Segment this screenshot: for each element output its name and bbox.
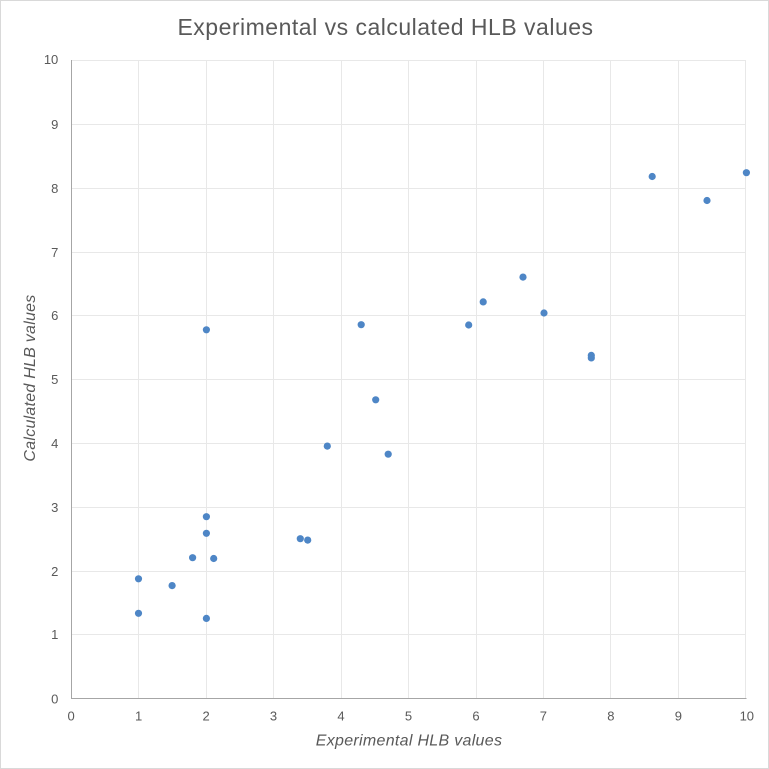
svg-text:8: 8 — [51, 181, 58, 196]
svg-text:9: 9 — [675, 709, 682, 724]
svg-text:2: 2 — [202, 709, 209, 724]
svg-text:2: 2 — [51, 564, 58, 579]
svg-text:7: 7 — [51, 245, 58, 260]
svg-text:3: 3 — [270, 709, 277, 724]
svg-text:5: 5 — [51, 372, 58, 387]
svg-text:Experimental vs calculated HLB: Experimental vs calculated HLB values — [177, 14, 593, 40]
svg-text:9: 9 — [51, 117, 58, 132]
svg-text:8: 8 — [607, 709, 614, 724]
svg-text:1: 1 — [51, 627, 58, 642]
svg-text:4: 4 — [337, 709, 344, 724]
svg-text:5: 5 — [405, 709, 412, 724]
svg-text:4: 4 — [51, 436, 58, 451]
svg-text:3: 3 — [51, 500, 58, 515]
svg-text:10: 10 — [740, 709, 754, 724]
svg-text:6: 6 — [472, 709, 479, 724]
svg-text:10: 10 — [44, 52, 58, 67]
svg-text:1: 1 — [135, 709, 142, 724]
svg-text:Experimental HLB values: Experimental HLB values — [316, 732, 503, 749]
svg-text:0: 0 — [67, 709, 74, 724]
svg-text:Calculated HLB values: Calculated HLB values — [22, 294, 39, 461]
svg-text:6: 6 — [51, 308, 58, 323]
svg-text:0: 0 — [51, 691, 58, 706]
svg-text:7: 7 — [540, 709, 547, 724]
